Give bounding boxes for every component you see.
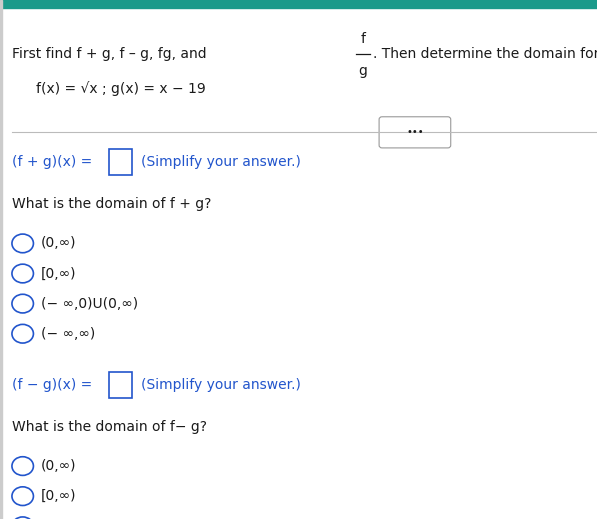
Text: f(x) = √x ; g(x) = x − 19: f(x) = √x ; g(x) = x − 19 xyxy=(36,81,205,95)
Text: (f + g)(x) =: (f + g)(x) = xyxy=(12,155,97,169)
FancyBboxPatch shape xyxy=(109,372,132,398)
Text: (Simplify your answer.): (Simplify your answer.) xyxy=(141,378,301,391)
FancyBboxPatch shape xyxy=(379,117,451,148)
Text: What is the domain of f− g?: What is the domain of f− g? xyxy=(12,420,207,434)
Text: (Simplify your answer.): (Simplify your answer.) xyxy=(141,155,301,169)
Text: (− ∞,0)U(0,∞): (− ∞,0)U(0,∞) xyxy=(41,297,138,310)
Text: •••: ••• xyxy=(406,127,424,138)
Text: g: g xyxy=(359,64,367,78)
Text: (0,∞): (0,∞) xyxy=(41,237,76,250)
Text: [0,∞): [0,∞) xyxy=(41,267,76,280)
FancyBboxPatch shape xyxy=(109,149,132,175)
Text: (− ∞,∞): (− ∞,∞) xyxy=(41,327,95,340)
Text: (f − g)(x) =: (f − g)(x) = xyxy=(12,378,97,391)
Text: First find f + g, f – g, fg, and: First find f + g, f – g, fg, and xyxy=(12,48,211,61)
Text: What is the domain of f + g?: What is the domain of f + g? xyxy=(12,198,211,211)
Text: [0,∞): [0,∞) xyxy=(41,489,76,503)
Text: (0,∞): (0,∞) xyxy=(41,459,76,473)
Text: f: f xyxy=(361,32,365,46)
Text: . Then determine the domain for each function.: . Then determine the domain for each fun… xyxy=(373,48,597,61)
Bar xyxy=(0,0,2,519)
Bar xyxy=(0,0,597,8)
